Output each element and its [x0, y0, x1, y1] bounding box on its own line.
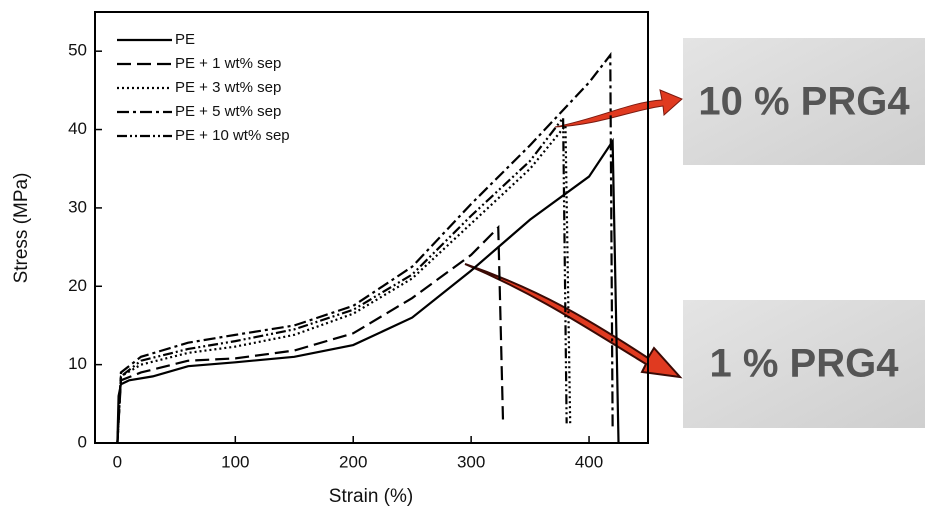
x-tick-label: 200: [339, 452, 367, 471]
data-line: [116, 137, 620, 444]
photo-label: 1 % PRG4: [710, 342, 900, 386]
photo-inset: [683, 38, 925, 165]
photo-label: 10 % PRG4: [698, 80, 910, 124]
legend-label: PE: [175, 31, 195, 48]
x-tick-label: 300: [457, 452, 485, 471]
data-line: [116, 114, 568, 444]
legend-label: PE + 1 wt% sep: [175, 55, 281, 72]
x-tick-label: 100: [221, 452, 249, 471]
data-line: [116, 51, 614, 444]
x-tick-label: 0: [113, 452, 122, 471]
arrow: [464, 263, 683, 379]
y-axis-title: Stress (MPa): [11, 173, 32, 284]
arrow: [554, 89, 683, 128]
y-tick-label: 10: [68, 354, 87, 373]
y-tick-label: 0: [78, 432, 87, 451]
photo-inset: [683, 300, 925, 428]
data-line: [116, 122, 572, 444]
legend-label: PE + 3 wt% sep: [175, 79, 281, 96]
y-tick-label: 40: [68, 119, 87, 138]
y-tick-label: 30: [68, 197, 87, 216]
y-tick-label: 20: [68, 276, 87, 295]
legend-label: PE + 10 wt% sep: [175, 127, 290, 144]
data-line: [116, 224, 505, 444]
legend-label: PE + 5 wt% sep: [175, 103, 281, 120]
x-axis-title: Strain (%): [329, 486, 413, 507]
plot-frame: [94, 11, 649, 444]
y-tick-label: 50: [68, 41, 87, 60]
x-tick-label: 400: [575, 452, 603, 471]
